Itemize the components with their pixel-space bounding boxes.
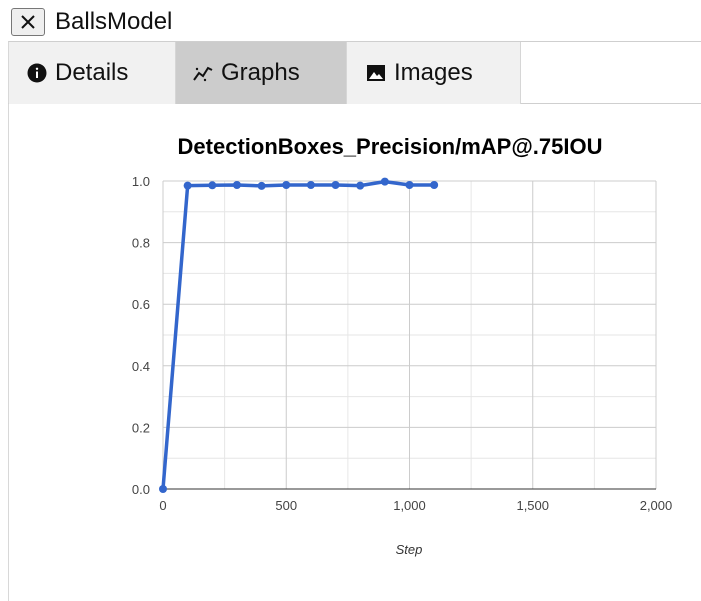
- y-tick-label: 0.8: [132, 236, 150, 251]
- tab-details-label: Details: [55, 59, 129, 86]
- y-tick-label: 1.0: [132, 174, 150, 189]
- info-icon: [27, 63, 47, 83]
- graph-panel: DetectionBoxes_Precision/mAP@.75IOU 0 500…: [8, 104, 701, 601]
- tab-images-label: Images: [394, 59, 473, 86]
- tab-bar: Details Graphs Images: [8, 41, 701, 104]
- x-axis-label: Step: [396, 542, 423, 557]
- close-icon: [21, 15, 35, 29]
- chart-title: DetectionBoxes_Precision/mAP@.75IOU: [178, 134, 603, 159]
- data-point[interactable]: [430, 181, 439, 190]
- data-point[interactable]: [159, 485, 167, 493]
- data-point[interactable]: [257, 181, 266, 190]
- title-bar: BallsModel: [0, 0, 701, 42]
- tab-details[interactable]: Details: [9, 42, 176, 104]
- data-point[interactable]: [306, 181, 315, 190]
- data-point[interactable]: [282, 181, 291, 190]
- x-tick-label: 2,000: [640, 498, 673, 513]
- y-tick-label: 0.2: [132, 420, 150, 435]
- chart-line-icon: [193, 66, 213, 82]
- data-point[interactable]: [405, 181, 414, 190]
- grid: [162, 180, 657, 490]
- y-tick-label: 0.0: [132, 482, 150, 497]
- x-tick-label: 1,500: [516, 498, 549, 513]
- data-point[interactable]: [380, 177, 389, 186]
- x-tick-label: 0: [159, 498, 166, 513]
- x-tick-label: 1,000: [393, 498, 426, 513]
- axes: 0 500 1,000 1,500 2,000 0.0 0.2 0.4 0.6 0.8 1.0: [132, 174, 672, 513]
- close-button[interactable]: [11, 8, 45, 36]
- image-icon: [367, 65, 385, 81]
- data-point[interactable]: [232, 181, 241, 190]
- data-point[interactable]: [183, 181, 192, 190]
- y-tick-label: 0.4: [132, 359, 150, 374]
- tab-graphs[interactable]: Graphs: [176, 42, 347, 104]
- data-point[interactable]: [331, 181, 340, 190]
- line-chart: DetectionBoxes_Precision/mAP@.75IOU 0 500…: [132, 134, 672, 557]
- y-tick-label: 0.6: [132, 297, 150, 312]
- x-tick-label: 500: [275, 498, 297, 513]
- data-point[interactable]: [356, 181, 365, 190]
- window-title: BallsModel: [55, 8, 173, 35]
- data-point[interactable]: [208, 181, 217, 190]
- tab-images[interactable]: Images: [347, 42, 521, 104]
- series-layer: [159, 177, 439, 493]
- tab-graphs-label: Graphs: [221, 59, 300, 86]
- series-line: [161, 179, 435, 490]
